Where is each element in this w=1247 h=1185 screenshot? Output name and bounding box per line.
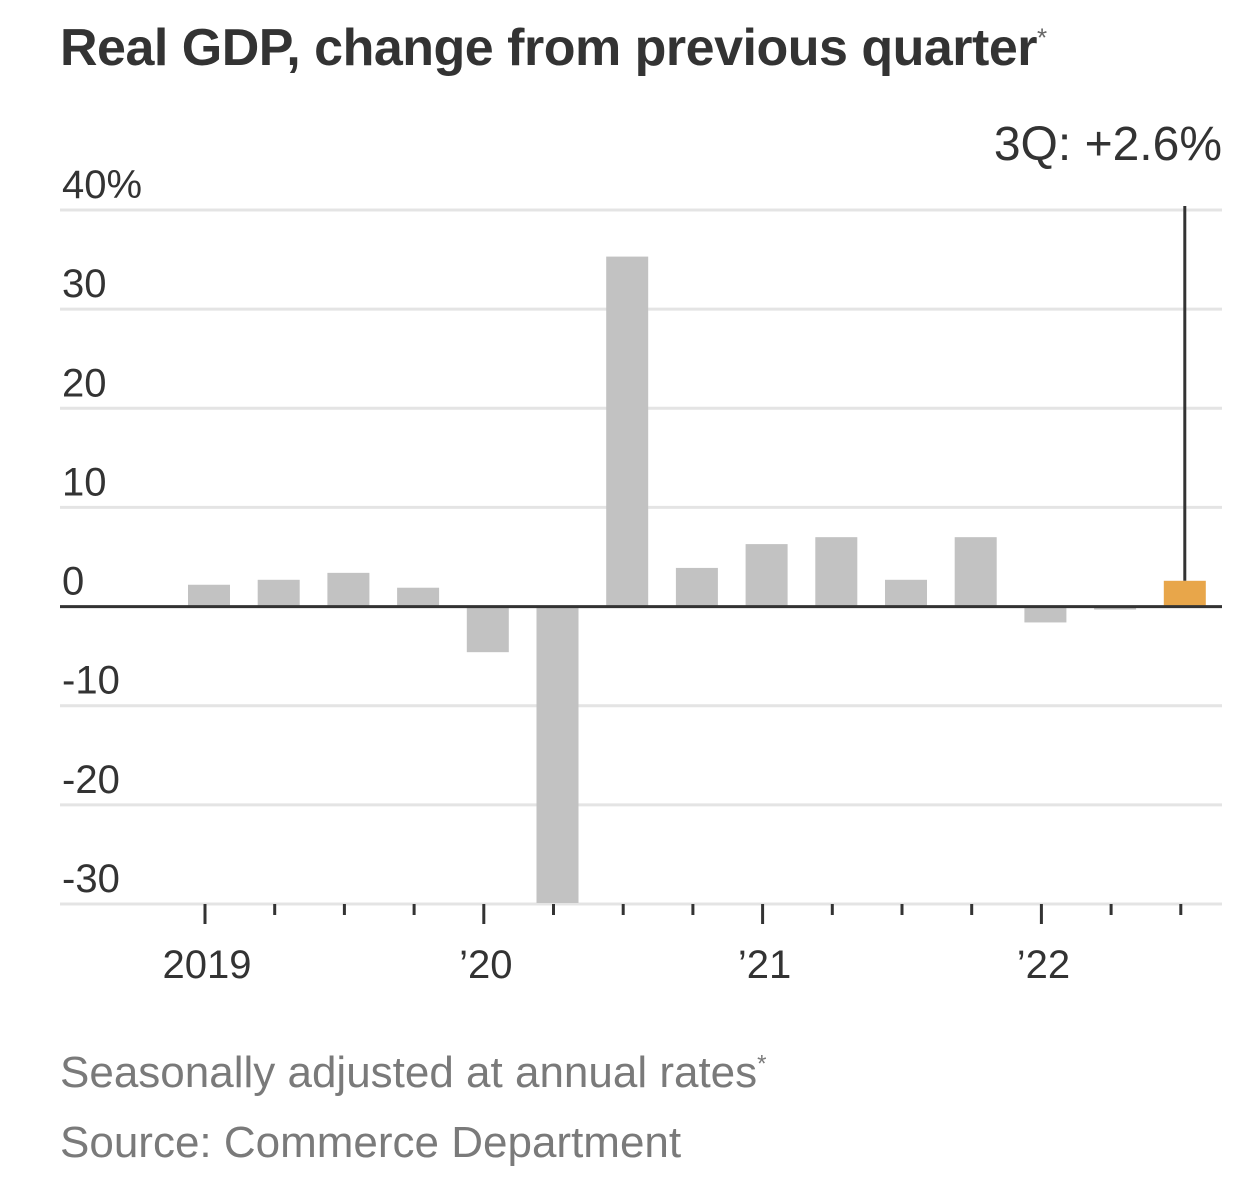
y-tick-label: 30 (62, 262, 107, 306)
bar (188, 584, 230, 607)
x-tick-label: ’21 (738, 943, 791, 987)
source-note: Source: Commerce Department (60, 1118, 682, 1167)
adjustment-note: Seasonally adjusted at annual rates* (60, 1048, 767, 1098)
y-tick-label: -20 (62, 758, 120, 802)
bar (1024, 606, 1067, 623)
highlight-bar (1163, 580, 1206, 607)
y-tick-label: 0 (62, 560, 84, 604)
bar (675, 567, 718, 607)
y-tick-label: 10 (62, 460, 107, 504)
chart-title-text: Real GDP, change from previous quarter (60, 19, 1038, 77)
annotation-label: 3Q: +2.6% (994, 118, 1222, 171)
bar (536, 606, 579, 904)
bar (954, 537, 997, 607)
chart-title: Real GDP, change from previous quarter* (60, 18, 1047, 78)
bar (815, 537, 858, 607)
y-tick-label: 20 (62, 361, 107, 405)
x-tick-label: ’22 (1017, 943, 1070, 987)
bar (606, 256, 649, 607)
y-tick-label: 40% (62, 163, 142, 207)
bar (327, 572, 370, 607)
bar (466, 606, 509, 653)
adjustment-footnote-mark: * (757, 1050, 767, 1078)
bar (745, 544, 788, 607)
x-tick-label: ’20 (459, 943, 512, 987)
bar (257, 579, 300, 607)
bar (885, 579, 927, 607)
title-footnote-mark: * (1037, 22, 1047, 53)
y-tick-label: -10 (62, 659, 120, 703)
adjustment-note-text: Seasonally adjusted at annual rates (60, 1048, 758, 1097)
bar-chart: 40% 30 20 10 0 -10 -20 -30 2019 ’20 ’21 ’22 3Q: +2.6… (60, 118, 1222, 987)
y-tick-label: -30 (62, 857, 120, 901)
bar (397, 587, 440, 607)
x-tick-label: 2019 (163, 943, 252, 987)
